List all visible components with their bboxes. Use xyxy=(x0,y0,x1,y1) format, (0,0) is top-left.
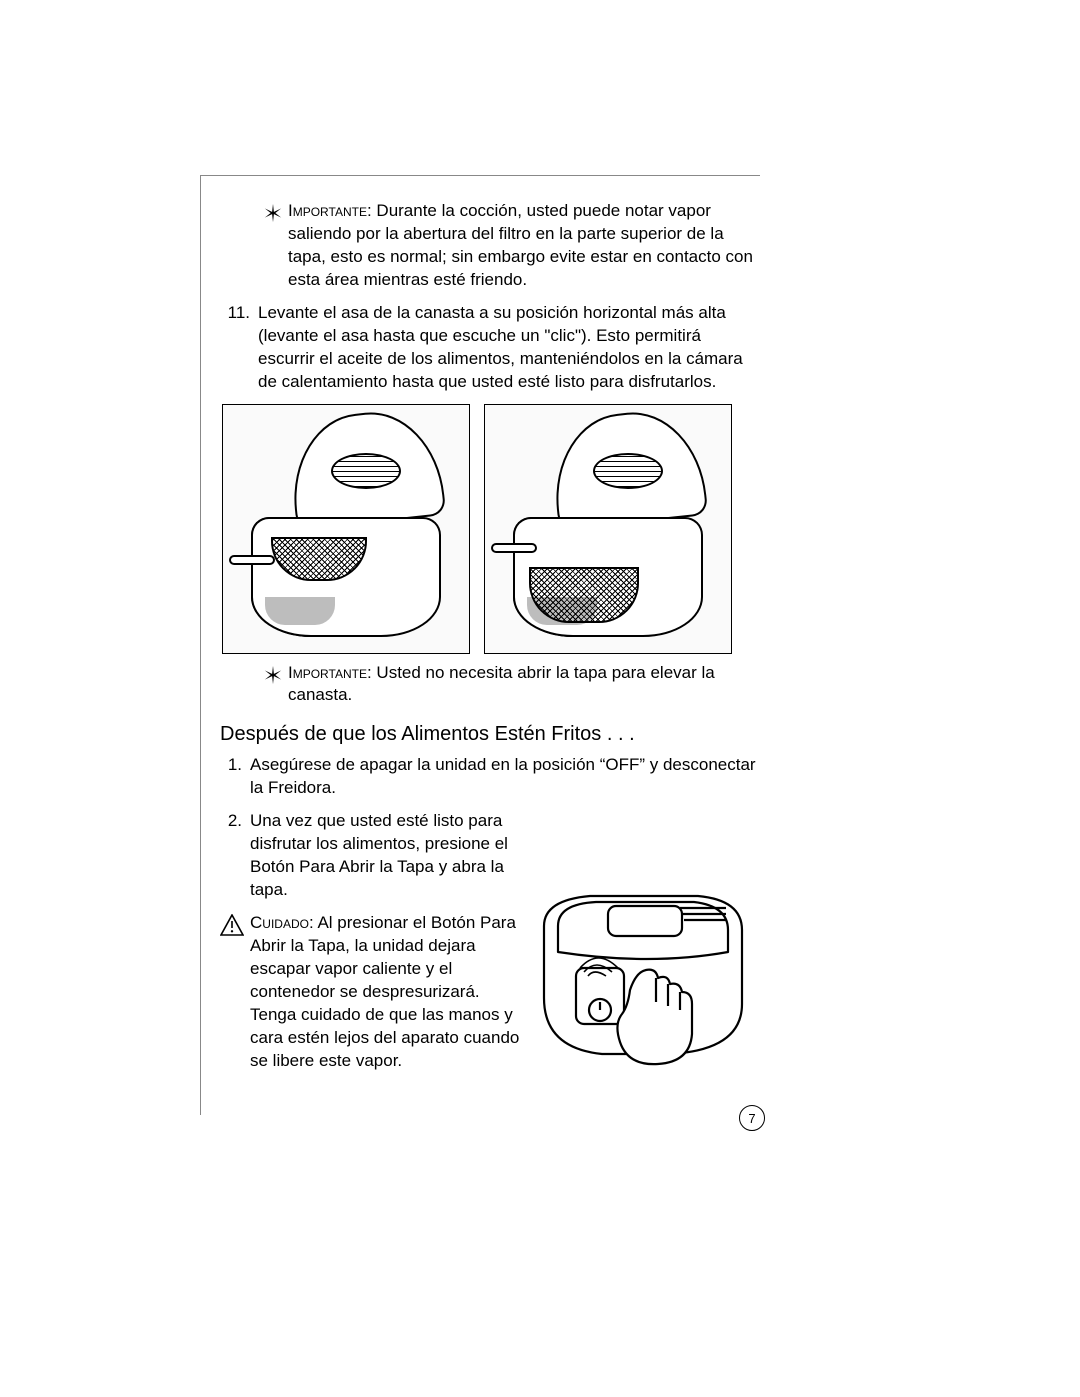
after-step-1: 1. Asegúrese de apagar la unidad en la p… xyxy=(220,754,760,800)
section-heading: Después de que los Alimentos Estén Frito… xyxy=(220,721,760,748)
star-icon xyxy=(258,200,288,231)
note-label: Importante: xyxy=(288,663,372,682)
step-text: Levante el asa de la canasta a su posici… xyxy=(258,302,760,394)
step-number: 2. xyxy=(220,810,250,833)
star-icon xyxy=(258,662,288,693)
figure-press-button xyxy=(530,882,752,1067)
note-label: Importante: xyxy=(288,201,372,220)
step-number: 1. xyxy=(220,754,250,777)
step-text: Asegúrese de apagar la unidad en la posi… xyxy=(250,754,760,800)
note-label: Cuidado: xyxy=(250,913,314,932)
page-number: 7 xyxy=(739,1105,765,1131)
warning-icon xyxy=(220,912,250,943)
manual-page: Importante: Durante la cocción, usted pu… xyxy=(0,0,1080,1397)
step-11: 11. Levante el asa de la canasta a su po… xyxy=(220,302,760,394)
note-text: Importante: Durante la cocción, usted pu… xyxy=(288,200,760,292)
figure-basket-raised xyxy=(222,404,470,654)
note-text: Importante: Usted no necesita abrir la t… xyxy=(288,662,760,708)
note-important-2: Importante: Usted no necesita abrir la t… xyxy=(258,662,760,708)
note-important-1: Importante: Durante la cocción, usted pu… xyxy=(258,200,760,292)
figure-pair xyxy=(222,404,760,654)
step-number: 11. xyxy=(220,302,258,325)
figure-basket-lowered xyxy=(484,404,732,654)
